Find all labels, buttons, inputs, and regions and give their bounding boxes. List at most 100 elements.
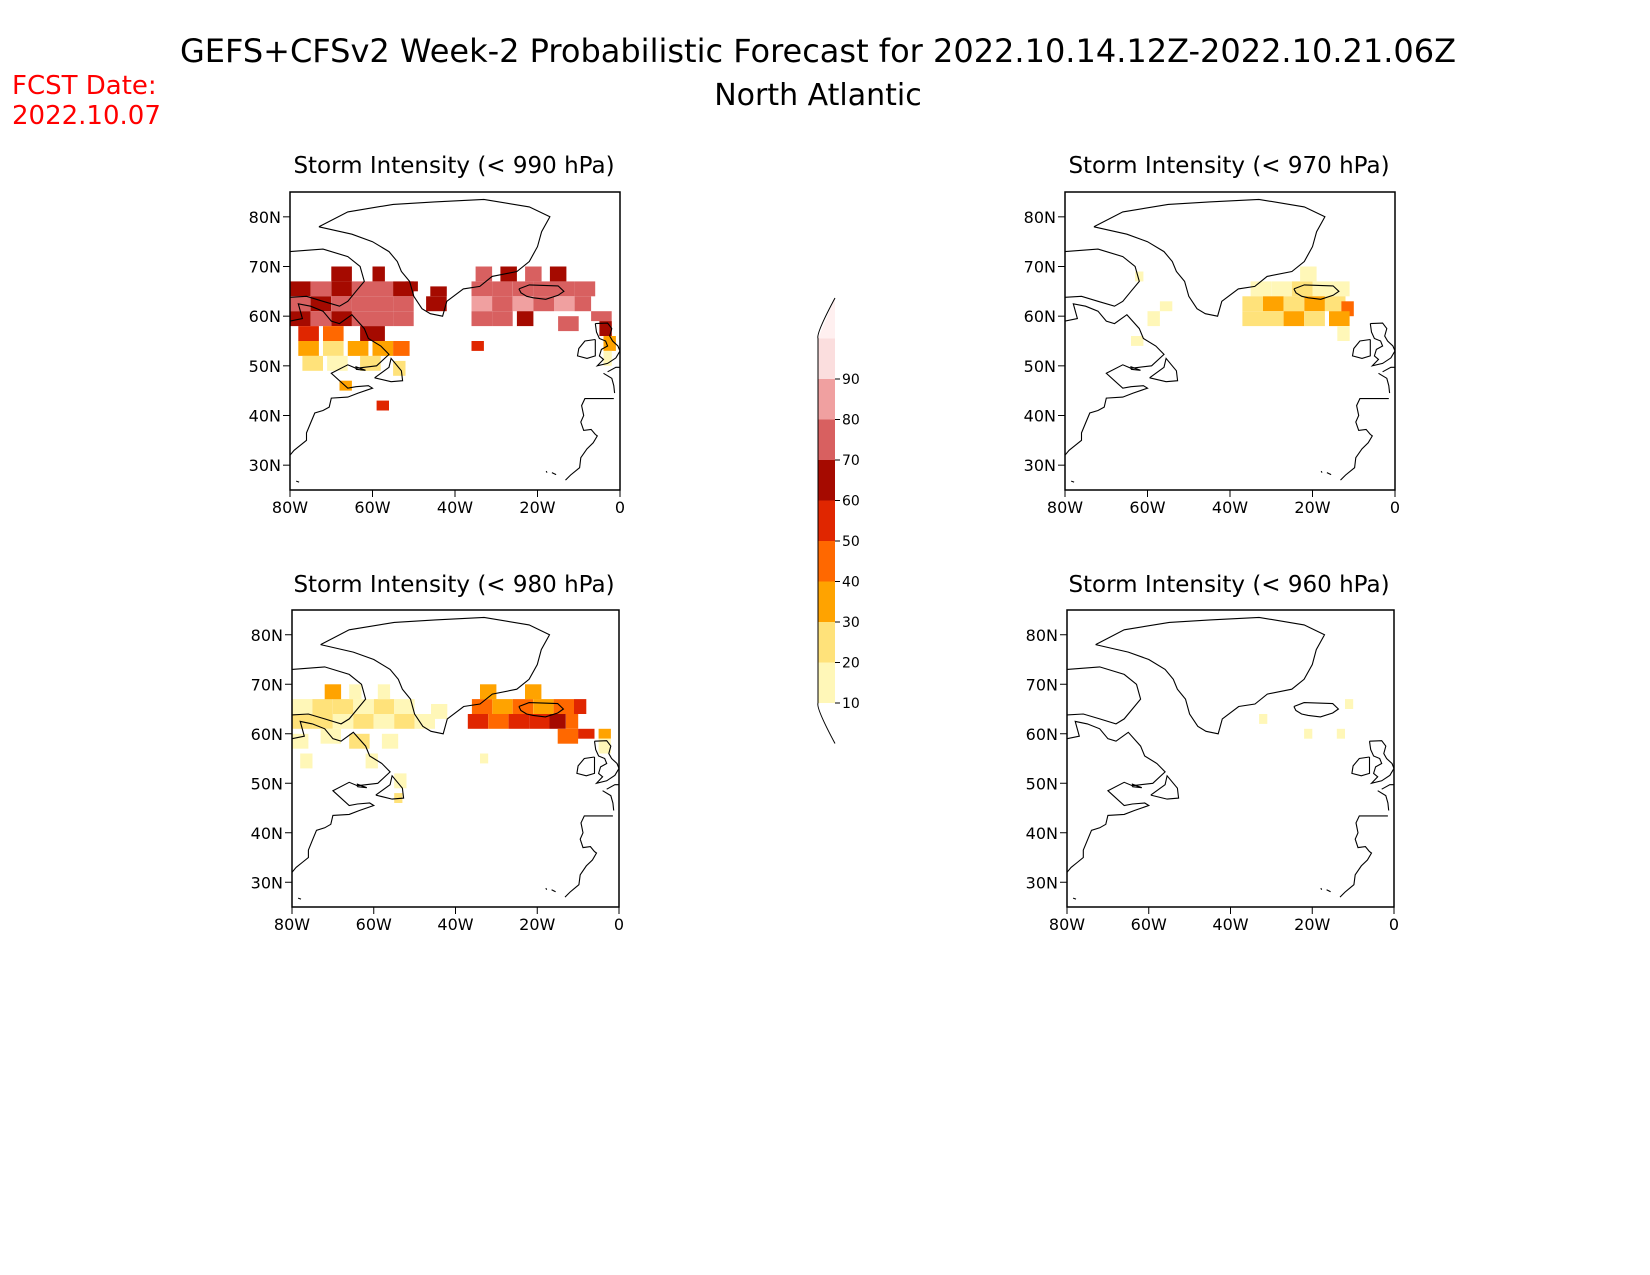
probability-cell: [323, 341, 344, 356]
probability-cell: [1159, 301, 1173, 312]
probability-cell: [1329, 311, 1350, 327]
probability-field: [290, 266, 616, 411]
probability-cell: [394, 773, 407, 789]
lat-tick-label: 80N: [249, 208, 281, 227]
coastline: [1340, 398, 1389, 481]
map-frame: [291, 609, 620, 908]
lon-tick-label: 40W: [437, 915, 473, 934]
probability-cell: [1131, 336, 1144, 346]
probability-cell: [331, 311, 352, 327]
lat-tick-label: 40N: [1026, 824, 1058, 843]
coastline: [1095, 616, 1326, 735]
coastline: [1093, 198, 1326, 317]
colorbar-label: 30: [842, 615, 860, 631]
lon-tick-label: 60W: [356, 915, 392, 934]
lat-tick-label: 70N: [251, 675, 283, 694]
colorbar-label: 50: [842, 534, 860, 550]
coastline: [318, 198, 551, 317]
probability-cell: [292, 699, 313, 714]
colorbar-segment: [818, 541, 835, 582]
lat-tick-label: 70N: [249, 258, 281, 277]
probability-cell: [1300, 266, 1317, 282]
probability-cell: [500, 266, 517, 282]
coastline: [1067, 720, 1166, 873]
coastline: [1072, 897, 1077, 900]
probability-cell: [1259, 714, 1268, 724]
probability-cell: [598, 728, 611, 739]
coastline: [1326, 889, 1331, 893]
fcst-date-label: FCST Date:: [12, 71, 157, 101]
probability-cell: [467, 714, 489, 729]
map-frame: [1066, 609, 1395, 908]
probability-cell: [574, 281, 596, 297]
coastline: [292, 720, 391, 873]
probability-cell: [349, 733, 370, 749]
main-title: GEFS+CFSv2 Week-2 Probabilistic Forecast…: [180, 32, 1456, 70]
probability-cell: [353, 714, 374, 729]
probability-cell: [533, 699, 554, 714]
probability-cell: [591, 311, 612, 322]
coastline: [576, 338, 596, 359]
lat-tick-label: 70N: [1026, 675, 1058, 694]
probability-cell: [327, 355, 348, 371]
probability-cell: [300, 753, 313, 769]
probability-cell: [471, 296, 493, 312]
probability-cell: [381, 733, 399, 749]
probability-cell: [331, 281, 352, 297]
coastline: [576, 756, 596, 777]
coastline: [551, 889, 556, 893]
coastline: [1149, 357, 1179, 383]
coastline: [1351, 338, 1371, 359]
coastline: [1293, 702, 1340, 718]
lon-tick-label: 80W: [1049, 915, 1085, 934]
probability-field: [1259, 699, 1354, 739]
probability-cell: [394, 699, 415, 714]
probability-cell: [1242, 311, 1263, 327]
probability-cell: [603, 336, 616, 351]
coastline: [296, 480, 300, 483]
colorbar-segment: [818, 338, 835, 379]
coastline: [518, 702, 565, 718]
probability-cell: [1336, 728, 1345, 739]
probability-cell: [310, 296, 332, 312]
probability-cell: [373, 714, 395, 729]
probability-cell: [302, 355, 323, 371]
colorbar-top-triangle: [818, 298, 835, 339]
coastline: [297, 897, 302, 900]
coastline: [375, 774, 405, 800]
probability-cell: [393, 296, 414, 312]
probability-cell: [492, 281, 513, 297]
probability-cell: [405, 281, 418, 292]
probability-cell: [525, 266, 542, 282]
lon-tick-label: 60W: [354, 498, 390, 517]
probability-cell: [372, 266, 385, 282]
coastline: [355, 366, 366, 371]
lat-tick-label: 50N: [1024, 357, 1056, 376]
coastline: [1339, 815, 1388, 898]
coastline: [374, 357, 404, 383]
probability-cell: [372, 311, 394, 327]
probability-cell: [574, 296, 592, 312]
coastlines: [1065, 198, 1395, 483]
probability-cell: [373, 699, 395, 714]
coastline: [518, 284, 565, 300]
lon-tick-label: 80W: [1047, 498, 1083, 517]
probability-cell: [324, 684, 342, 700]
probability-cell: [372, 281, 394, 297]
lat-tick-label: 70N: [1024, 258, 1056, 277]
coastline: [1293, 284, 1340, 300]
probability-cell: [549, 266, 567, 282]
lon-tick-label: 20W: [1294, 915, 1330, 934]
lon-tick-label: 20W: [519, 498, 555, 517]
coastline: [1377, 790, 1390, 811]
lat-tick-label: 30N: [1026, 873, 1058, 892]
coastline: [1378, 372, 1391, 394]
probability-cell: [376, 400, 389, 411]
probability-cell: [565, 714, 579, 729]
probability-cell: [1271, 281, 1292, 297]
lat-tick-label: 50N: [1026, 774, 1058, 793]
probability-cell: [310, 281, 332, 297]
probability-cell: [1337, 326, 1350, 341]
probability-cell: [365, 753, 378, 769]
